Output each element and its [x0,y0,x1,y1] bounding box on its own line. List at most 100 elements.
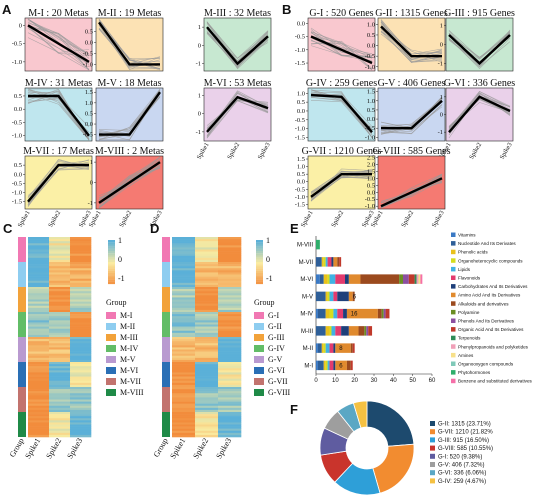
legend-swatch [451,241,456,246]
stacked-bar-segment [385,308,390,319]
heatmap-cell [28,241,50,244]
x-tick-label: Spike3 [431,210,446,229]
heatmap-cell [28,368,50,371]
heatmap-cell [218,314,242,317]
heatmap-cell [195,355,219,359]
group-legend-label: G-V [268,355,282,364]
heatmap-group-stripe [162,337,170,362]
y-tick-label: 0.5 [85,28,93,35]
heatmap-column-label: Spike3 [65,437,84,461]
heatmap-cell [49,243,71,246]
heatmap-cell [49,366,71,369]
x-tick-label: Spike3 [149,210,164,229]
heatmap-cell [195,264,219,267]
stacked-bar-segment [337,257,340,267]
donut-legend-label: G-VIII: 585 (10.55%) [438,446,493,452]
heatmap-cell [70,403,92,407]
heatmap-cell [195,409,219,413]
heatmap-cell [49,422,71,425]
heatmap-cell [28,330,50,334]
member-profile-line [310,31,373,58]
heatmap-cell [218,345,242,348]
heatmap-cell [28,387,50,390]
y-tick-label: 0.0 [85,39,93,46]
heatmap-cell [218,270,242,273]
heatmap-cell [70,297,92,300]
mean-profile-line [98,161,161,204]
heatmap-cell [49,276,71,279]
y-tick-label: 0 [440,42,443,49]
heatmap-column-label: Group [152,437,170,459]
cluster-title: G-III : 915 Genes [444,8,515,19]
color-scale-bar [256,240,263,285]
heatmap-cell [195,243,219,246]
y-tick-label: -1.0 [365,134,375,141]
heatmap-cell [70,245,92,248]
heatmap-cell [49,399,71,402]
y-tick-label: -0.5 [365,196,375,203]
heatmap-cell [172,387,196,390]
heatmap-cell [172,347,196,350]
heatmap-cell [218,278,242,282]
donut-legend-label: G-V: 406 (7.32%) [438,463,484,469]
y-tick-label: 0.0 [367,116,375,123]
heatmap-cell [218,299,242,302]
heatmap-cell [218,297,242,300]
heatmap-cell [49,401,71,404]
heatmap-cell [218,293,242,296]
heatmap-cell [218,312,242,315]
heatmap-cell [70,316,92,319]
heatmap-cell [49,412,71,415]
heatmap-cell [70,249,92,252]
x-tick-label: 10 [332,378,339,384]
heatmap-cell [195,253,219,257]
heatmap-cell [49,357,71,361]
heatmap-cell [28,245,50,248]
heatmap-cell [195,239,219,242]
heatmap-cell [70,309,92,313]
heatmap-cell [218,412,242,415]
heatmap-cell [195,362,219,365]
color-scale-tick: 1 [118,236,122,245]
heatmap-cell [195,268,219,271]
heatmap-cell [172,372,196,375]
heatmap-cell [172,378,196,382]
heatmap-group-stripe [18,312,26,337]
cluster-title: M-VII : 17 Metas [23,146,94,157]
heatmap-group-stripe [162,412,170,437]
color-scale-step [108,248,115,252]
legend-label: Benzene and substituted derivatives [458,379,533,384]
heatmap-cell [218,330,242,334]
heatmap-cell [49,289,71,292]
heatmap-cell [28,347,50,350]
category-label: M-VIII [297,243,313,249]
heatmap-cell [28,309,50,313]
color-scale-step [256,257,263,260]
heatmap-cell [195,284,219,288]
donut-slice [366,400,415,447]
heatmap-cell [218,282,242,286]
stacked-bar-segment [399,274,403,284]
heatmap-cell [28,270,50,273]
heatmap-cell [172,359,196,363]
heatmap-cell [218,405,242,409]
heatmap-cell [49,349,71,352]
heatmap-cell [70,420,92,423]
heatmap-cell [70,328,92,332]
heatmap-cell [195,405,219,409]
y-tick-label: 0 [440,112,443,119]
heatmap-cell [70,274,92,277]
heatmap-cell [49,376,71,379]
y-tick-label: 1.0 [367,98,375,105]
stacked-bar-segment [321,343,324,353]
heatmap-cell [172,328,196,332]
heatmap-cell [28,297,50,300]
legend-label: Phenylpropanoids and polyketides [458,344,529,349]
x-tick-label: 60 [429,378,436,384]
group-legend-swatch [254,345,264,352]
heatmap-cell [49,432,71,436]
member-profile-line [98,96,161,141]
heatmap-cell [195,241,219,244]
panel-letter-b: B [282,2,291,17]
heatmap-cell [70,314,92,317]
